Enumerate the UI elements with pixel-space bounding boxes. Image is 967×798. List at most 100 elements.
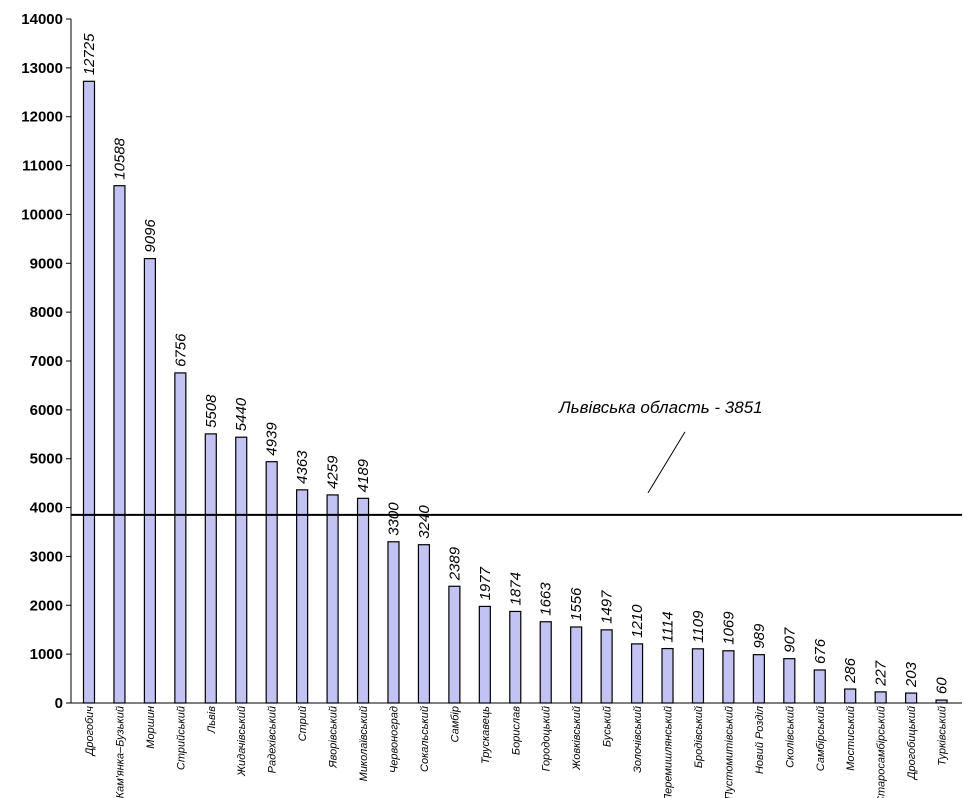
category-label: Дрогобицький xyxy=(906,706,918,781)
y-tick-label: 7000 xyxy=(30,353,63,370)
y-tick-label: 4000 xyxy=(30,500,63,517)
bar xyxy=(874,691,887,704)
bar xyxy=(204,433,217,704)
bar xyxy=(296,489,309,704)
y-tick-label: 12000 xyxy=(21,109,63,126)
bar xyxy=(691,648,705,704)
bar xyxy=(448,585,461,704)
reference-label: Львівська область - 3851 xyxy=(558,398,763,417)
bar-value-label: 5508 xyxy=(203,394,220,428)
bar xyxy=(326,494,339,704)
category-label: Перемишлянський xyxy=(663,706,675,798)
category-label: Львів xyxy=(206,706,218,735)
bar xyxy=(630,643,644,704)
reference-line-group: Львівська область - 3851 xyxy=(71,398,962,516)
bar-value-label: 5440 xyxy=(233,397,250,431)
y-tick-label: 8000 xyxy=(30,304,63,321)
bar xyxy=(935,699,948,704)
bar-value-label: 1069 xyxy=(720,611,737,645)
bar-value-label: 60 xyxy=(934,677,951,694)
category-label: Золочівський xyxy=(632,706,644,773)
category-label: Старосамбірський xyxy=(876,706,888,798)
category-label: Миколаївський xyxy=(358,706,370,781)
bar-value-label: 1109 xyxy=(690,610,707,643)
bar xyxy=(539,621,552,704)
category-label: Кам'янка–Бузький xyxy=(114,706,126,798)
bar xyxy=(661,647,674,704)
bar xyxy=(235,436,248,704)
bar xyxy=(387,541,400,704)
category-label: Буський xyxy=(602,706,614,747)
category-label: Сокальський xyxy=(419,706,431,772)
y-tick-label: 9000 xyxy=(30,255,63,272)
bar-value-label: 286 xyxy=(842,657,859,684)
y-tick-label: 13000 xyxy=(21,60,63,77)
bar-value-label: 989 xyxy=(751,623,768,649)
category-label: Червоноград xyxy=(388,706,400,773)
bar xyxy=(143,257,156,704)
reference-pointer xyxy=(647,431,686,494)
bar-value-label: 3240 xyxy=(416,505,433,539)
bar-value-label: 1210 xyxy=(629,604,646,638)
category-label: Турківський xyxy=(937,706,949,766)
bar xyxy=(722,650,735,704)
category-label: Радехівський xyxy=(267,706,279,773)
bar-value-label: 6756 xyxy=(172,333,189,367)
y-axis: 0 1000 2000 3000 4000 5000 6000 7000 8000 9000 100… xyxy=(21,11,72,712)
category-label: Жидачівський xyxy=(236,706,248,777)
category-label: Мостиський xyxy=(845,706,857,771)
bars xyxy=(82,80,948,704)
bar xyxy=(478,605,491,704)
bar xyxy=(905,692,918,704)
bar-value-label: 1556 xyxy=(568,587,585,621)
category-label: Жовківський xyxy=(571,706,583,771)
bar xyxy=(417,544,431,704)
bar xyxy=(813,669,826,704)
y-tick-label: 14000 xyxy=(21,11,63,28)
bar xyxy=(570,626,583,704)
category-label: Дрогобич xyxy=(84,706,96,758)
category-label: Трускавець xyxy=(480,706,492,764)
category-label: Самбір xyxy=(449,706,461,742)
category-label: Стрий xyxy=(297,706,309,741)
bar-value-label: 203 xyxy=(903,661,920,688)
category-label: Городоцький xyxy=(541,706,553,771)
bar xyxy=(82,80,96,704)
bar-value-label: 12725 xyxy=(81,33,98,75)
bar xyxy=(356,497,370,704)
bar-value-label: 1663 xyxy=(538,582,555,616)
category-labels: Дрогобич Кам'янка–Бузький Моршин Стрийський… xyxy=(84,706,949,798)
y-tick-label: 5000 xyxy=(30,451,63,468)
bar-value-label: 1497 xyxy=(599,590,616,624)
bar xyxy=(113,185,126,704)
category-label: Моршин xyxy=(145,706,157,749)
bar xyxy=(600,629,613,704)
category-label: Пустомитівський xyxy=(723,706,735,798)
bar-value-label: 2389 xyxy=(446,546,463,581)
bar-value-label: 1874 xyxy=(507,572,524,605)
bar-value-label: 3300 xyxy=(385,502,402,536)
bar-value-label: 676 xyxy=(812,638,829,664)
y-tick-label: 1000 xyxy=(30,646,63,663)
bar-value-label: 227 xyxy=(873,660,890,687)
y-tick-label: 2000 xyxy=(30,597,63,614)
category-label: Борислав xyxy=(510,706,522,755)
bar-value-label: 9096 xyxy=(142,219,159,253)
y-tick-label: 11000 xyxy=(22,158,63,175)
bar-value-label: 1977 xyxy=(477,566,494,600)
y-tick-label: 6000 xyxy=(30,402,63,419)
category-label: Бродівський xyxy=(693,706,705,768)
y-tick-label: 10000 xyxy=(21,206,63,223)
bar xyxy=(752,654,765,704)
category-label: Стрийський xyxy=(175,706,187,770)
category-label: Новий Розділ xyxy=(754,706,766,774)
bar xyxy=(509,610,522,704)
bar-value-label: 907 xyxy=(781,627,798,653)
bar-value-label: 10588 xyxy=(111,137,128,179)
y-tick-label: 0 xyxy=(55,695,63,712)
y-tick-label: 3000 xyxy=(30,548,63,565)
category-label: Яворівський xyxy=(328,706,340,769)
bar-value-label: 4189 xyxy=(355,458,372,492)
value-labels: 12725 10588 9096 6756 5508 5440 4939 4363 4259 41… xyxy=(81,33,951,694)
